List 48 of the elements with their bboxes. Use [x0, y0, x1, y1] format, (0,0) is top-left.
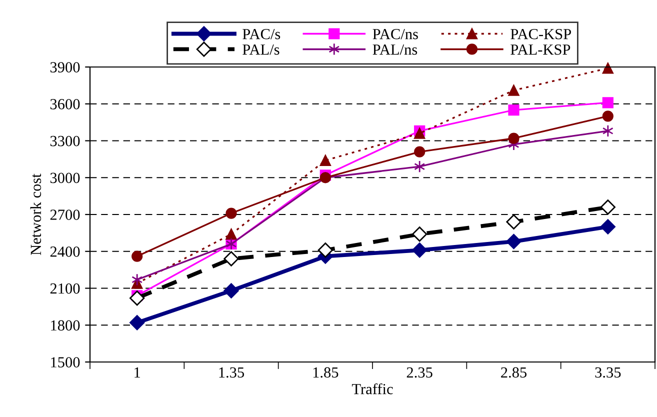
- point: [132, 273, 143, 286]
- legend-label: PAC/ns: [372, 28, 418, 40]
- point: [602, 110, 614, 122]
- point: [506, 234, 522, 250]
- point: [414, 146, 426, 158]
- point: [602, 97, 614, 108]
- point: [414, 160, 426, 173]
- y-tick-label: 1500: [51, 357, 80, 368]
- point: [412, 226, 428, 242]
- x-tick-label: 1: [134, 367, 140, 378]
- x-tick-label: 2.35: [406, 367, 432, 378]
- point: [132, 250, 143, 262]
- point: [130, 290, 145, 306]
- point: [508, 132, 520, 144]
- point: [600, 200, 616, 215]
- point: [130, 315, 145, 330]
- x-axis-title: Traffic: [352, 383, 393, 394]
- x-tick-label: 2.85: [501, 367, 527, 378]
- y-tick-label: 2700: [50, 210, 80, 220]
- point: [600, 219, 616, 234]
- x-tick-label: 1.35: [219, 367, 244, 378]
- point: [508, 84, 520, 96]
- y-axis-title: Network cost: [30, 174, 42, 256]
- point: [508, 104, 520, 116]
- y-tick-label: 2100: [50, 283, 80, 294]
- y-tick-label: 3600: [50, 99, 80, 110]
- x-tick-label: 1.85: [313, 367, 338, 378]
- y-tick-label: 3300: [50, 136, 80, 146]
- y-tick-label: 2400: [50, 246, 80, 257]
- point: [506, 214, 522, 230]
- y-tick-label: 1800: [51, 320, 80, 331]
- y-tick-label: 3000: [50, 172, 80, 184]
- point: [602, 124, 614, 138]
- point: [320, 154, 331, 166]
- point: [224, 283, 239, 298]
- x-tick-label: 3.35: [595, 367, 621, 378]
- legend-label: PAL/ns: [372, 44, 418, 55]
- point: [226, 228, 237, 240]
- legend-label: PAL/s: [242, 44, 280, 55]
- legend-label: PAL-KSP: [510, 44, 570, 55]
- legend-label: PAC/s: [242, 28, 280, 40]
- point: [226, 208, 237, 219]
- legend-label: PAC-KSP: [510, 28, 571, 40]
- point: [414, 128, 426, 139]
- point: [318, 242, 333, 258]
- y-tick-label: 3900: [50, 62, 80, 72]
- point: [412, 242, 428, 258]
- point: [602, 62, 614, 74]
